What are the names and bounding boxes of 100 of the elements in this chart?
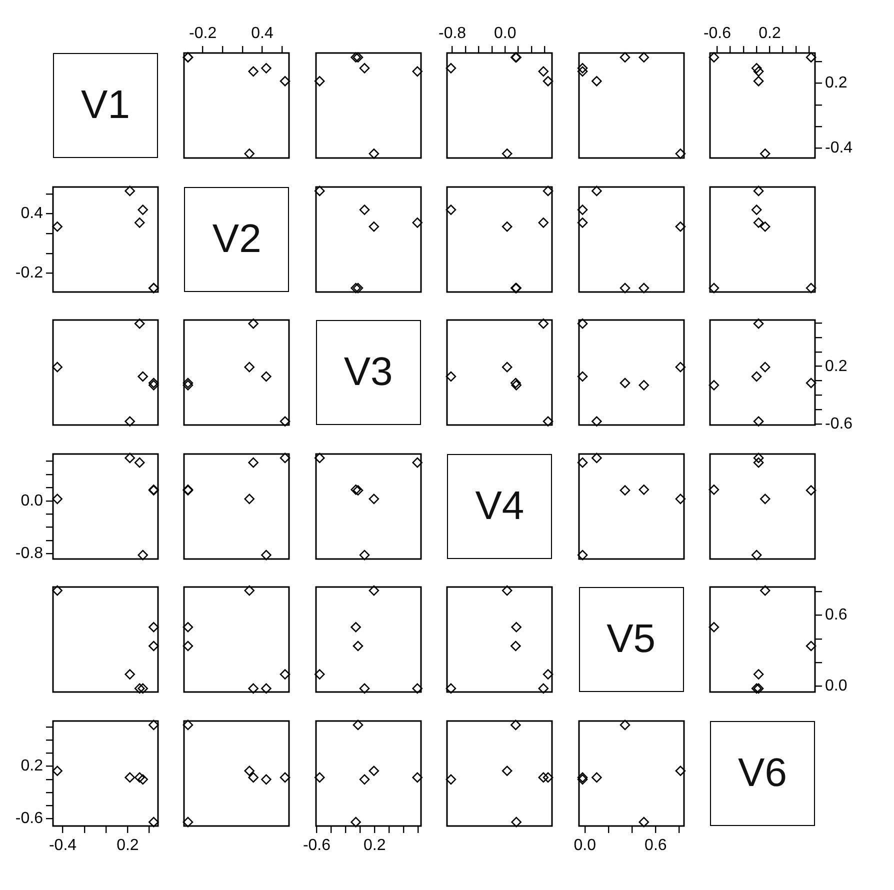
- point: [538, 66, 549, 77]
- point: [352, 52, 363, 62]
- point: [751, 63, 762, 74]
- point: [619, 378, 630, 388]
- point: [543, 772, 554, 783]
- point: [314, 670, 325, 680]
- point: [576, 457, 588, 468]
- point: [244, 494, 255, 504]
- point: [619, 484, 630, 496]
- point: [359, 774, 370, 785]
- point: [538, 772, 549, 783]
- point: [760, 362, 770, 372]
- point: [806, 484, 816, 496]
- point: [543, 185, 554, 196]
- point: [244, 766, 255, 776]
- point: [619, 52, 630, 62]
- point: [753, 452, 764, 463]
- point: [638, 282, 649, 293]
- point: [753, 416, 764, 427]
- point: [760, 148, 770, 159]
- x-tick-label: -0.8: [438, 24, 466, 42]
- point: [350, 816, 361, 828]
- point: [674, 221, 686, 232]
- point: [359, 550, 370, 560]
- point: [538, 318, 549, 329]
- point: [674, 148, 686, 159]
- point: [248, 684, 259, 694]
- y-tick-label: 0.4: [20, 204, 44, 222]
- point: [510, 720, 522, 730]
- text: V1: [53, 53, 158, 158]
- y-tick-label: 0.2: [825, 358, 848, 375]
- point: [248, 66, 259, 77]
- y-tick-label: 0.0: [20, 492, 44, 510]
- text: V5: [578, 587, 684, 692]
- point: [412, 217, 422, 228]
- point: [510, 641, 522, 652]
- point: [543, 670, 554, 680]
- point: [148, 816, 159, 828]
- point: [148, 378, 159, 388]
- y-tick-label: -0.4: [825, 140, 853, 157]
- point: [183, 816, 194, 828]
- point: [753, 318, 764, 329]
- point: [138, 774, 148, 785]
- point: [591, 185, 602, 196]
- point: [261, 372, 272, 382]
- point: [350, 622, 361, 633]
- point: [148, 380, 159, 391]
- point: [368, 766, 379, 776]
- point: [806, 282, 816, 293]
- y-tick-label: 0.0: [825, 678, 848, 695]
- point: [511, 622, 522, 633]
- point: [412, 772, 422, 783]
- y-tick-label: 0.2: [20, 758, 44, 775]
- y-tick-label: -0.6: [825, 416, 853, 433]
- point: [511, 380, 522, 391]
- point: [576, 66, 588, 77]
- point: [244, 362, 255, 372]
- point: [543, 416, 554, 427]
- point: [502, 586, 512, 596]
- point: [708, 380, 720, 391]
- point: [368, 586, 379, 596]
- point: [576, 63, 588, 74]
- x-tick-label: -0.6: [703, 24, 732, 42]
- point: [753, 670, 764, 680]
- point: [183, 380, 194, 391]
- point: [244, 148, 255, 159]
- point: [368, 221, 379, 232]
- point: [576, 318, 588, 329]
- point: [314, 452, 325, 463]
- point: [52, 766, 62, 776]
- point: [674, 494, 686, 504]
- point: [352, 720, 363, 730]
- text: V2: [184, 186, 290, 292]
- point: [350, 282, 361, 293]
- point: [412, 66, 422, 77]
- point: [148, 720, 159, 730]
- point: [591, 76, 602, 86]
- point: [124, 452, 136, 463]
- point: [751, 204, 762, 215]
- point: [183, 720, 194, 730]
- point: [638, 484, 649, 495]
- point: [412, 684, 422, 694]
- point: [751, 550, 762, 560]
- point: [134, 217, 145, 228]
- point: [674, 362, 686, 372]
- y-tick-label: 0.6: [825, 607, 848, 624]
- point: [538, 684, 549, 694]
- point: [502, 766, 512, 776]
- point: [280, 670, 291, 680]
- point: [350, 484, 361, 495]
- point: [753, 217, 764, 228]
- point: [124, 772, 136, 783]
- point: [244, 586, 255, 596]
- point: [591, 452, 602, 463]
- y-tick-label: -0.8: [15, 544, 44, 562]
- point: [52, 362, 62, 372]
- point: [806, 641, 816, 652]
- point: [359, 204, 370, 215]
- point: [261, 63, 272, 74]
- point: [314, 76, 325, 86]
